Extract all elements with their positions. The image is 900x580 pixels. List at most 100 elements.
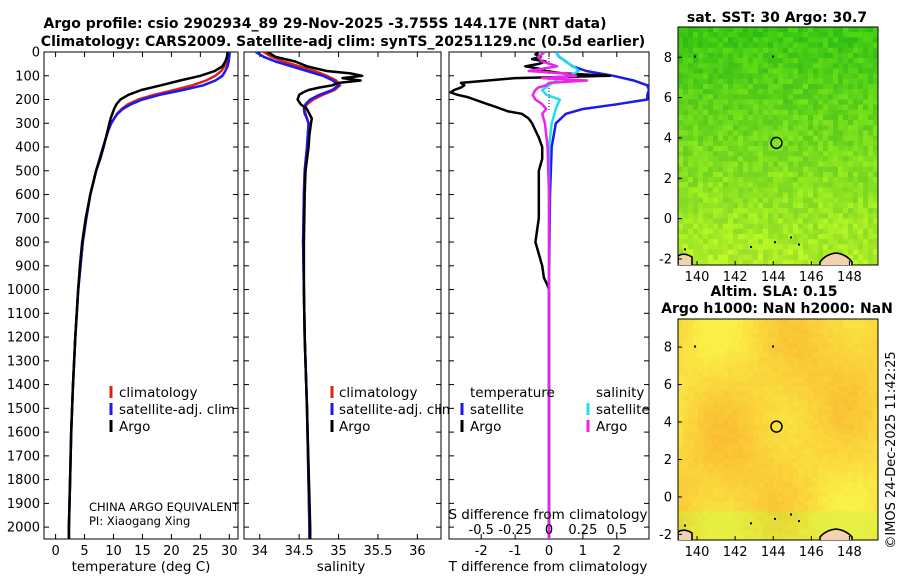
heatmap-cell — [718, 386, 724, 392]
heatmap-cell — [773, 434, 779, 440]
heatmap-cell — [868, 130, 874, 137]
heatmap-cell — [863, 410, 869, 416]
heatmap-cell — [853, 453, 859, 459]
heatmap-cell — [848, 319, 854, 325]
heatmap-cell — [813, 228, 819, 235]
heatmap-cell — [703, 187, 709, 194]
heatmap-cell — [733, 146, 739, 152]
heatmap-cell — [863, 218, 869, 225]
heatmap-cell — [753, 218, 759, 225]
heatmap-cell — [743, 166, 749, 173]
heatmap-cell — [858, 525, 864, 531]
heatmap-cell — [833, 99, 839, 106]
heatmap-cell — [783, 443, 789, 450]
heatmap-cell — [748, 120, 754, 126]
heatmap-cell — [823, 487, 829, 493]
heatmap-cell — [833, 453, 839, 459]
heatmap-cell — [793, 400, 799, 407]
heatmap-cell — [718, 130, 724, 137]
heatmap-cell — [748, 146, 754, 152]
heatmap-cell — [743, 328, 749, 335]
heatmap-cell — [833, 89, 839, 95]
heatmap-cell — [743, 239, 749, 245]
heatmap-cell — [753, 166, 759, 173]
heatmap-cell — [698, 357, 704, 363]
heatmap-cell — [838, 448, 844, 455]
heatmap-cell — [833, 213, 839, 220]
heatmap-cell — [728, 244, 734, 251]
heatmap-cell — [758, 37, 764, 44]
heatmap-cell — [868, 156, 874, 163]
heatmap-cell — [753, 32, 759, 38]
heatmap-cell — [813, 429, 819, 435]
heatmap-cell — [813, 405, 819, 411]
heatmap-cell — [863, 187, 869, 194]
heatmap-cell — [778, 434, 784, 440]
heatmap-cell — [788, 381, 794, 387]
heatmap-cell — [808, 410, 814, 416]
heatmap-cell — [783, 530, 789, 536]
heatmap-cell — [738, 443, 744, 450]
heatmap-cell — [688, 125, 694, 132]
heatmap-cell — [783, 83, 789, 90]
heatmap-cell — [838, 323, 844, 330]
heatmap-cell — [758, 400, 764, 407]
heatmap-cell — [713, 429, 719, 435]
heatmap-cell — [868, 27, 874, 33]
heatmap-cell — [743, 114, 749, 121]
heatmap-cell — [863, 515, 869, 522]
heatmap-cell — [833, 429, 839, 435]
argo-location-marker — [770, 420, 783, 433]
heatmap-cell — [778, 448, 784, 455]
heatmap-cell — [708, 177, 714, 183]
heatmap-cell — [778, 218, 784, 225]
heatmap-cell — [733, 89, 739, 95]
heatmap-cell — [808, 104, 814, 111]
y-tick-label: 8 — [664, 341, 672, 356]
heatmap-cell — [863, 140, 869, 147]
heatmap-cell — [693, 187, 699, 194]
heatmap-cell — [873, 109, 878, 116]
heatmap-cell — [788, 228, 794, 235]
heatmap-cell — [713, 89, 719, 95]
heatmap-cell — [863, 400, 869, 407]
heatmap-cell — [758, 130, 764, 137]
heatmap-cell — [678, 37, 684, 44]
heatmap-cell — [798, 192, 804, 199]
heatmap-cell — [833, 443, 839, 450]
heatmap-cell — [828, 352, 834, 359]
heatmap-cell — [728, 99, 734, 106]
heatmap-cell — [728, 405, 734, 411]
heatmap-cell — [848, 223, 854, 230]
heatmap-cell — [753, 443, 759, 450]
heatmap-cell — [698, 151, 704, 157]
heatmap-cell — [843, 52, 849, 59]
heatmap-cell — [758, 530, 764, 536]
heatmap-cell — [778, 146, 784, 152]
x-tick-label: 10 — [105, 544, 122, 559]
heatmap-cell — [813, 259, 819, 265]
heatmap-cell — [838, 223, 844, 230]
heatmap-cell — [803, 506, 809, 512]
heatmap-cell — [783, 491, 789, 498]
heatmap-cell — [793, 120, 799, 126]
heatmap-cell — [783, 182, 789, 188]
heatmap-cell — [858, 410, 864, 416]
heatmap-cell — [788, 362, 794, 368]
heatmap-cell — [733, 506, 739, 512]
heatmap-cell — [868, 89, 874, 95]
heatmap-cell — [718, 453, 724, 459]
heatmap-cell — [783, 202, 789, 209]
heatmap-cell — [843, 114, 849, 121]
heatmap-cell — [708, 491, 714, 498]
heatmap-cell — [818, 120, 824, 126]
heatmap-cell — [813, 357, 819, 363]
heatmap-cell — [778, 130, 784, 137]
heatmap-cell — [853, 208, 859, 214]
heatmap-cell — [768, 357, 774, 363]
heatmap-cell — [758, 496, 764, 503]
island-speck — [684, 248, 686, 251]
heatmap-cell — [733, 515, 739, 522]
heatmap-cell — [853, 254, 859, 261]
heatmap-cell — [723, 156, 729, 163]
